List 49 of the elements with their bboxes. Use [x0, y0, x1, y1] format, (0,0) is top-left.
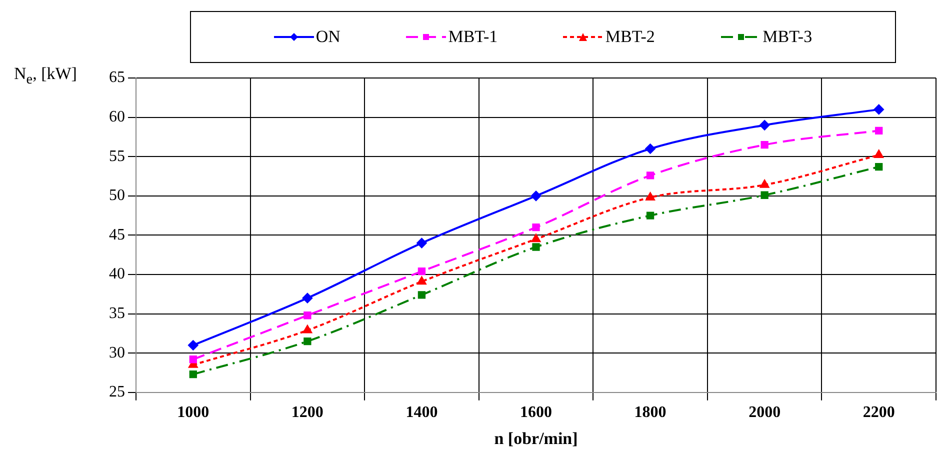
y-tick-label: 40 — [109, 266, 125, 283]
point — [302, 293, 312, 304]
point — [304, 312, 312, 320]
point — [304, 337, 312, 346]
x-tick-label: 2200 — [862, 404, 895, 422]
point — [416, 238, 427, 248]
x-axis-title: n [obr/min] — [494, 429, 578, 448]
x-tick-label: 1400 — [406, 404, 438, 422]
point — [875, 126, 883, 134]
point — [760, 191, 768, 199]
point — [532, 224, 540, 232]
point — [189, 356, 197, 364]
point — [760, 140, 768, 149]
point — [646, 172, 654, 180]
y-tick-label: 25 — [109, 384, 125, 401]
point — [532, 243, 540, 251]
y-tick-label: 35 — [109, 305, 125, 322]
legend-label: ON — [316, 27, 340, 47]
y-tick-label: 65 — [109, 69, 125, 86]
legend-label: MBT-2 — [605, 27, 655, 47]
point — [188, 340, 198, 350]
x-tick-label: 1800 — [634, 404, 666, 422]
point — [874, 150, 884, 158]
point — [760, 180, 770, 188]
x-tick-label: 2000 — [748, 404, 781, 422]
x-tick-label: 1200 — [291, 404, 324, 422]
x-tick-label: 1600 — [520, 404, 552, 422]
y-axis-title: N$_{e}$, [kW] — [14, 64, 77, 88]
point — [874, 104, 884, 114]
point — [418, 291, 426, 299]
legend-label: MBT-1 — [448, 27, 498, 47]
point — [645, 144, 656, 154]
point — [646, 212, 654, 220]
point — [532, 234, 540, 242]
point — [875, 162, 883, 171]
point — [760, 120, 770, 130]
y-tick-label: 60 — [109, 108, 125, 126]
y-tick-label: 45 — [109, 226, 125, 244]
point — [417, 276, 426, 285]
point — [531, 190, 541, 201]
point — [302, 325, 312, 334]
y-tick-label: 55 — [109, 148, 125, 165]
legend-label: MBT-3 — [762, 27, 812, 47]
point — [189, 370, 197, 378]
y-tick-label: 30 — [109, 344, 125, 362]
y-tick-label: 50 — [109, 187, 125, 204]
point — [418, 268, 426, 276]
x-tick-label: 1000 — [177, 404, 210, 422]
point — [646, 192, 655, 200]
